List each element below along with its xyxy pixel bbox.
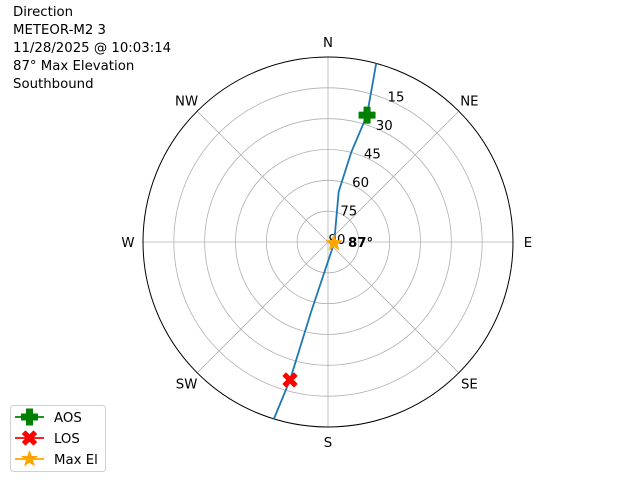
- legend-x-icon: [22, 430, 37, 446]
- legend-plus-icon: [21, 408, 38, 426]
- compass-label-s: S: [324, 436, 332, 451]
- compass-label-ne: NE: [460, 95, 478, 110]
- legend-label: AOS: [54, 411, 82, 426]
- aos-marker: [358, 106, 376, 124]
- grid-spoke: [196, 241, 329, 374]
- radial-tick-label: 15: [388, 91, 405, 106]
- max-elevation-annotation: 87°: [348, 236, 373, 251]
- radial-tick-label: 30: [376, 119, 393, 134]
- radial-tick-label: 45: [364, 148, 381, 163]
- grid-spoke: [327, 241, 460, 374]
- grid-spoke: [327, 110, 460, 243]
- los-marker: [282, 372, 298, 388]
- grid-spoke: [196, 110, 329, 243]
- title-line: 87° Max Elevation: [13, 59, 135, 74]
- compass-label-se: SE: [461, 377, 478, 392]
- compass-label-e: E: [524, 236, 532, 251]
- legend-label: Max El: [54, 453, 98, 468]
- radial-tick-label: 75: [340, 205, 357, 220]
- compass-label-nw: NW: [175, 95, 198, 110]
- title-line: 11/28/2025 @ 10:03:14: [13, 41, 172, 56]
- chart-title: Direction METEOR-M2 3 11/28/2025 @ 10:03:1…: [13, 4, 171, 94]
- title-line: Direction: [13, 5, 74, 20]
- legend-label: LOS: [54, 432, 80, 447]
- max-el-marker: [325, 233, 343, 251]
- compass-label-sw: SW: [176, 377, 198, 392]
- legend-star-icon: [20, 449, 39, 467]
- compass-label-n: N: [323, 36, 333, 51]
- legend-box: [10, 405, 106, 472]
- polar-frame: [142, 56, 514, 428]
- compass-label-w: W: [121, 236, 134, 251]
- title-line: METEOR-M2 3: [13, 23, 106, 38]
- radial-tick-label: 60: [352, 176, 369, 191]
- title-line: Southbound: [13, 77, 94, 92]
